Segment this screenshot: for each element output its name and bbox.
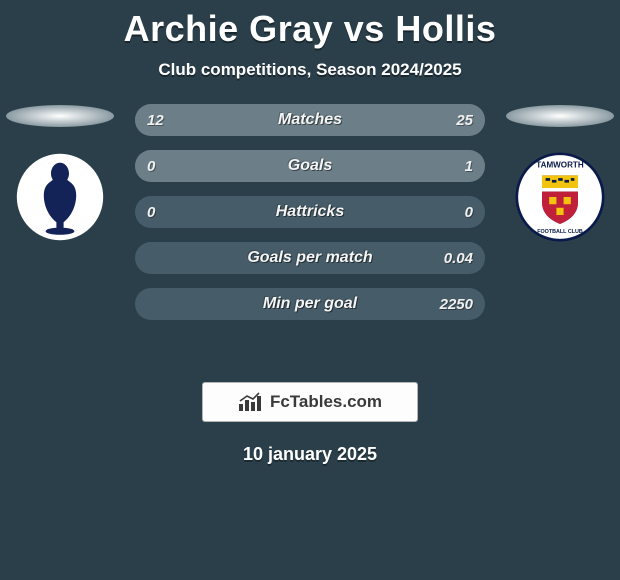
player-right-name: Hollis [395, 8, 496, 49]
comparison-title: Archie Gray vs Hollis [0, 8, 620, 50]
stat-row: 1225Matches [135, 104, 485, 136]
stat-label: Min per goal [135, 288, 485, 320]
shadow-ellipse-icon [505, 104, 615, 128]
svg-text:FOOTBALL CLUB: FOOTBALL CLUB [537, 229, 583, 235]
stat-label: Goals per match [135, 242, 485, 274]
tottenham-crest-icon [15, 152, 105, 242]
player-left-name: Archie Gray [124, 8, 334, 49]
stat-rows: 1225Matches 01Goals 00Hattricks 0.04Goals p… [135, 104, 485, 334]
shadow-ellipse-icon [5, 104, 115, 128]
stat-label: Matches [135, 104, 485, 136]
stat-row: 00Hattricks [135, 196, 485, 228]
comparison-panel: TAMWORTH FOOTBALL CLUB 1225Matches01 [0, 104, 620, 364]
club-right-crest: TAMWORTH FOOTBALL CLUB [510, 154, 610, 239]
stat-row: 2250Min per goal [135, 288, 485, 320]
club-right-column: TAMWORTH FOOTBALL CLUB [500, 104, 620, 239]
bars-icon [238, 392, 264, 412]
stat-row: 01Goals [135, 150, 485, 182]
vs-separator: vs [344, 8, 385, 49]
club-left-column [0, 104, 120, 239]
subtitle: Club competitions, Season 2024/2025 [0, 60, 620, 80]
club-left-crest [10, 154, 110, 239]
stat-label: Goals [135, 150, 485, 182]
tamworth-crest-icon: TAMWORTH FOOTBALL CLUB [515, 152, 605, 242]
footer-date: 10 january 2025 [0, 444, 620, 465]
svg-text:TAMWORTH: TAMWORTH [536, 160, 584, 169]
brand-text: FcTables.com [270, 392, 382, 412]
brand-box: FcTables.com [202, 382, 418, 422]
stat-label: Hattricks [135, 196, 485, 228]
stat-row: 0.04Goals per match [135, 242, 485, 274]
